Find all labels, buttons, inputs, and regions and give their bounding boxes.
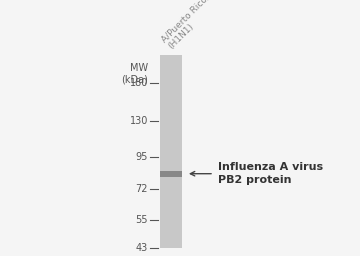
Text: Influenza A virus
PB2 protein: Influenza A virus PB2 protein <box>218 162 323 185</box>
Text: 72: 72 <box>135 184 148 194</box>
Bar <box>160 171 182 177</box>
Text: A/Puerto Rico/8/1934
(H1N1): A/Puerto Rico/8/1934 (H1N1) <box>159 0 240 51</box>
Text: 55: 55 <box>135 215 148 225</box>
Text: 95: 95 <box>136 152 148 162</box>
Text: MW
(kDa): MW (kDa) <box>121 63 148 84</box>
Text: 43: 43 <box>136 243 148 253</box>
Text: 130: 130 <box>130 116 148 126</box>
Bar <box>160 55 182 248</box>
Text: 180: 180 <box>130 78 148 88</box>
